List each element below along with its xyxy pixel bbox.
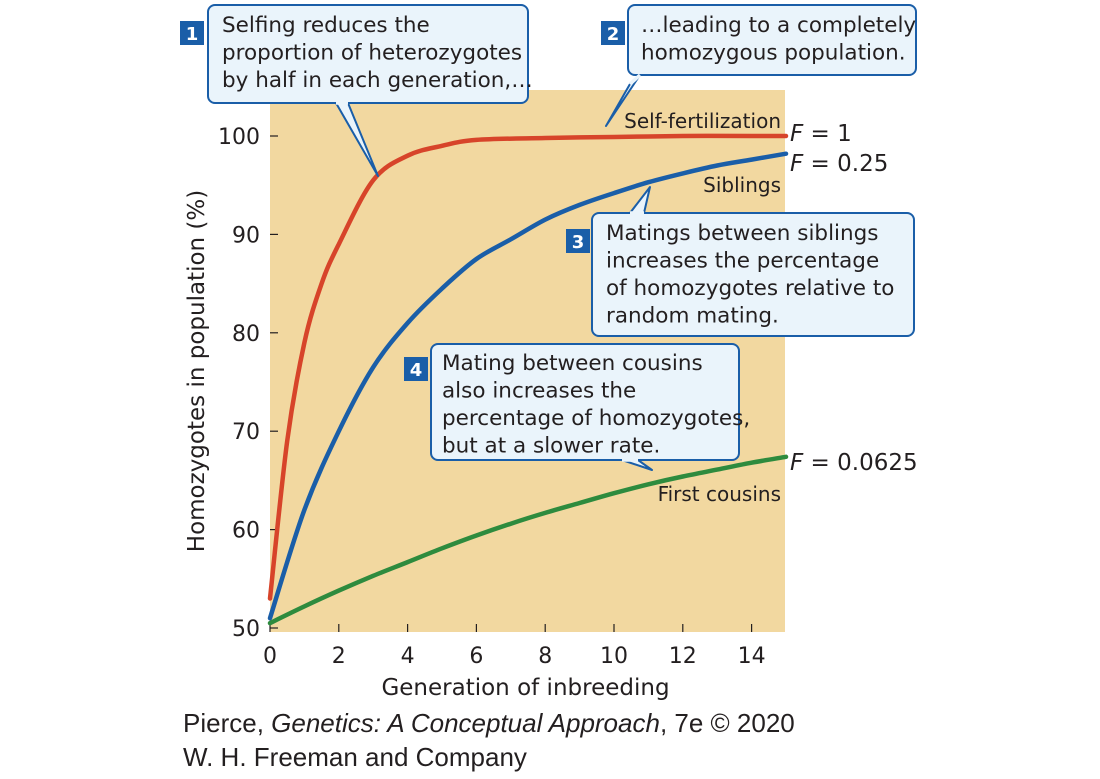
callout-box bbox=[591, 212, 915, 337]
x-tick-label: 2 bbox=[332, 644, 346, 669]
callout-3: 3 Matings between siblings increases the p… bbox=[566, 186, 915, 337]
callout-text-line: by half in each generation,… bbox=[222, 68, 533, 93]
f-value-label-siblings: F = 0.25 bbox=[790, 151, 888, 177]
y-tick-label: 70 bbox=[232, 420, 260, 445]
x-tick-label: 4 bbox=[401, 644, 415, 669]
y-tick-label: 80 bbox=[232, 322, 260, 347]
callout-2: 2 …leading to a completely homozygous popu… bbox=[601, 4, 917, 127]
step-number: 4 bbox=[410, 360, 423, 381]
callout-text-line: random mating. bbox=[606, 304, 779, 329]
callout-pointer bbox=[629, 186, 651, 214]
callout-pointer bbox=[621, 459, 653, 471]
credit-title: Genetics: A Conceptual Approach bbox=[271, 708, 660, 738]
series-line-siblings bbox=[267, 151, 789, 621]
y-tick-label: 50 bbox=[232, 617, 260, 642]
step-number: 3 bbox=[572, 232, 585, 253]
step-number: 1 bbox=[186, 24, 199, 45]
callout-text-line: …leading to a completely bbox=[641, 13, 916, 38]
credit-author: Pierce, bbox=[183, 708, 272, 738]
callout-text-line: Mating between cousins bbox=[442, 351, 703, 376]
callout-4: 4 Mating between cousins also increases th… bbox=[404, 343, 750, 471]
axis-ticks: 50 60 70 80 90 100 0 2 4 6 8 10 12 14 bbox=[218, 125, 766, 669]
series-line-first-cousins bbox=[267, 454, 789, 626]
callout-text-line: homozygous population. bbox=[641, 41, 906, 66]
callout-text-line: Matings between siblings bbox=[606, 221, 879, 246]
step-badge bbox=[404, 357, 428, 381]
step-badge bbox=[601, 21, 625, 45]
credit-publisher: W. H. Freeman and Company bbox=[183, 742, 527, 772]
credit-edition: , 7e © 2020 bbox=[659, 708, 795, 738]
callout-box bbox=[207, 4, 529, 104]
x-tick-label: 8 bbox=[538, 644, 552, 669]
series-line-self-fertilization bbox=[267, 133, 789, 601]
callout-text-line: also increases the bbox=[442, 379, 636, 404]
callout-1: 1 Selfing reduces the proportion of hetero… bbox=[180, 4, 533, 177]
y-axis-title: Homozygotes in population (%) bbox=[184, 190, 210, 552]
f-value-label-self-fertilization: F = 1 bbox=[790, 121, 852, 147]
step-number: 2 bbox=[607, 24, 620, 45]
callout-text-line: of homozygotes relative to bbox=[606, 276, 894, 301]
f-value-label-first-cousins: F = 0.0625 bbox=[790, 450, 918, 476]
y-tick-label: 90 bbox=[232, 223, 260, 248]
callout-pointer bbox=[605, 74, 641, 127]
callout-box bbox=[627, 4, 917, 76]
series-label-first-cousins: First cousins bbox=[658, 482, 781, 506]
callout-pointer bbox=[335, 102, 379, 177]
callout-text-line: Selfing reduces the bbox=[222, 13, 430, 38]
x-tick-label: 0 bbox=[263, 644, 277, 669]
callouts: 1 Selfing reduces the proportion of hetero… bbox=[180, 4, 917, 471]
x-axis-title: Generation of inbreeding bbox=[381, 675, 669, 701]
series-label-self-fertilization: Self-fertilization bbox=[624, 109, 781, 133]
callout-text-line: increases the percentage bbox=[606, 249, 879, 274]
step-badge bbox=[180, 21, 204, 45]
series-labels: Self-fertilization F = 1 Siblings F = 0.25 F… bbox=[624, 109, 917, 506]
y-tick-label: 100 bbox=[218, 125, 260, 150]
callout-text-line: proportion of heterozygotes bbox=[222, 41, 522, 66]
callout-text-line: percentage of homozygotes, bbox=[442, 406, 750, 431]
step-badge bbox=[566, 229, 590, 253]
callout-text-line: but at a slower rate. bbox=[442, 434, 660, 459]
x-tick-label: 6 bbox=[469, 644, 483, 669]
series-label-siblings: Siblings bbox=[703, 173, 781, 197]
x-tick-label: 14 bbox=[738, 644, 766, 669]
callout-box bbox=[430, 343, 740, 461]
credit-line: Pierce, Genetics: A Conceptual Approach,… bbox=[183, 708, 795, 739]
x-tick-label: 12 bbox=[669, 644, 697, 669]
x-tick-label: 10 bbox=[600, 644, 628, 669]
y-tick-label: 60 bbox=[232, 519, 260, 544]
series-lines bbox=[267, 133, 789, 626]
